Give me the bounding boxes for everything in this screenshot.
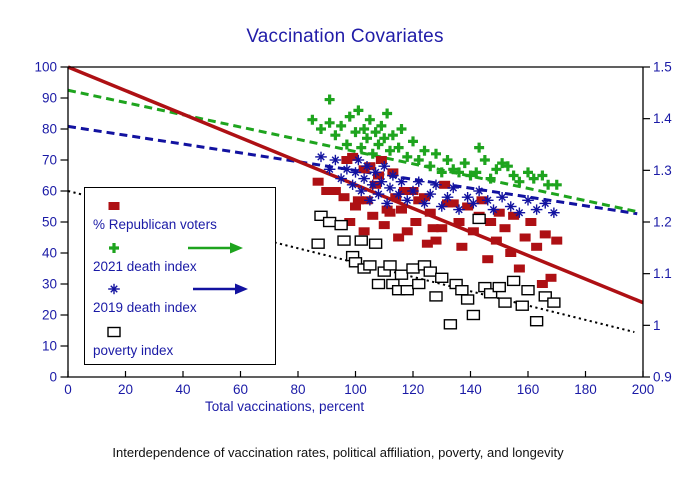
figure-caption: Interdependence of vaccination rates, po… — [112, 445, 564, 460]
series-poverty-index — [311, 210, 561, 330]
left-tick-label: 10 — [42, 339, 57, 354]
trend-line-plus — [67, 88, 638, 214]
left-tick-label: 40 — [42, 246, 57, 261]
left-tick-label: 60 — [42, 184, 57, 199]
x-tick-label: 20 — [118, 382, 133, 397]
legend-label-poverty-index: poverty index — [93, 343, 174, 358]
green-trend-arrow-icon — [188, 242, 243, 254]
x-tick-label: 60 — [233, 382, 248, 397]
legend-label-2021-death-index: 2021 death index — [93, 259, 197, 274]
x-tick-label: 40 — [175, 382, 190, 397]
legend-box: % Republican voters 2021 death index 201… — [84, 187, 276, 365]
chart-title: Vaccination Covariates — [246, 26, 444, 47]
left-tick-label: 50 — [42, 215, 57, 230]
right-tick-label: 0.9 — [653, 370, 672, 385]
blue-trend-arrow-icon — [193, 283, 248, 295]
left-tick-label: 100 — [34, 60, 57, 75]
right-tick-label: 1.5 — [653, 60, 672, 75]
x-tick-label: 160 — [517, 382, 540, 397]
left-tick-label: 70 — [42, 153, 57, 168]
x-tick-label: 140 — [459, 382, 482, 397]
axes: 0 10 20 30 40 50 60 70 80 90 100 0.9 1 1.1 1.2 1.3 1.4 1.… — [34, 60, 672, 398]
series-2021-death-index — [307, 94, 562, 190]
left-tick-label: 0 — [49, 370, 57, 385]
legend-label-republican: % Republican voters — [93, 217, 217, 232]
left-tick-label: 20 — [42, 308, 57, 323]
left-tick-label: 90 — [42, 91, 57, 106]
right-tick-label: 1.2 — [653, 215, 672, 230]
right-tick-label: 1.1 — [653, 266, 672, 281]
x-tick-label: 0 — [64, 382, 72, 397]
legend-label-2019-death-index: 2019 death index — [93, 300, 197, 315]
poverty-open-square-marker-icon — [107, 326, 121, 338]
left-tick-label: 30 — [42, 277, 57, 292]
right-tick-label: 1.4 — [653, 111, 672, 126]
x-tick-label: 80 — [290, 382, 305, 397]
x-tick-label: 100 — [344, 382, 367, 397]
x-tick-label: 180 — [574, 382, 597, 397]
x-axis-title: Total vaccinations, percent — [205, 399, 365, 414]
x-tick-label: 120 — [402, 382, 425, 397]
right-tick-label: 1 — [653, 318, 661, 333]
death2019-asterisk-marker-icon — [108, 283, 120, 295]
right-tick-label: 1.3 — [653, 163, 672, 178]
republican-square-marker-icon — [108, 202, 120, 210]
x-tick-label: 200 — [632, 382, 655, 397]
series-2019-death-index — [315, 151, 560, 218]
death2021-plus-marker-icon — [109, 243, 119, 253]
left-tick-label: 80 — [42, 122, 57, 137]
